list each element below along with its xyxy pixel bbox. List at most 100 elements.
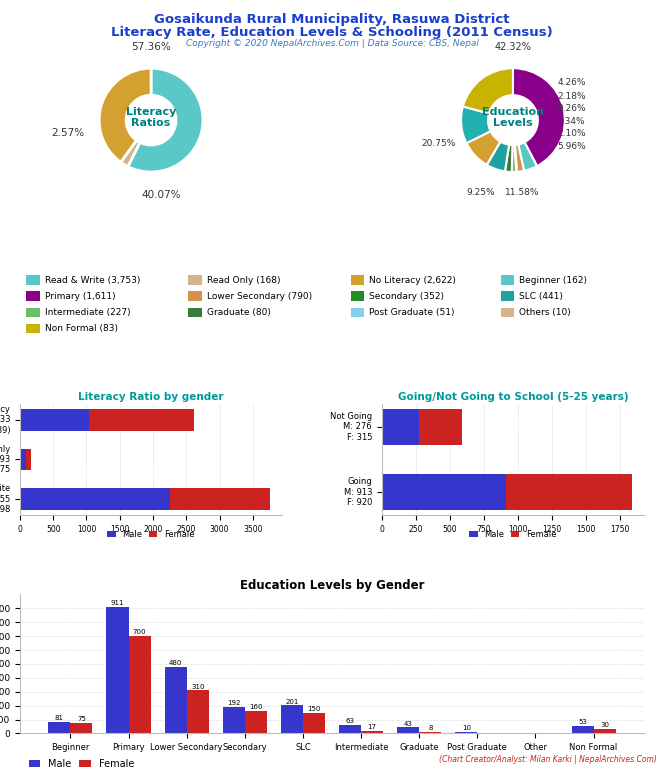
Bar xyxy=(170,488,270,510)
Text: 5.96%: 5.96% xyxy=(557,141,586,151)
Bar xyxy=(187,690,208,733)
Text: 2.18%: 2.18% xyxy=(557,91,586,101)
Wedge shape xyxy=(513,68,565,166)
Bar xyxy=(281,706,303,733)
Bar xyxy=(165,667,187,733)
Text: Non Formal (83): Non Formal (83) xyxy=(45,324,118,333)
Text: 30: 30 xyxy=(600,723,609,728)
Text: 20.75%: 20.75% xyxy=(422,139,456,148)
Bar xyxy=(26,449,31,470)
Wedge shape xyxy=(466,131,501,165)
Legend: Male, Female: Male, Female xyxy=(466,526,560,542)
Text: 75: 75 xyxy=(77,717,86,722)
Text: Read Only (168): Read Only (168) xyxy=(207,276,281,285)
Title: Literacy Ratio by gender: Literacy Ratio by gender xyxy=(78,392,224,402)
Bar xyxy=(189,276,202,285)
Text: (Chart Creator/Analyst: Milan Karki | NepalArchives.Com): (Chart Creator/Analyst: Milan Karki | Ne… xyxy=(440,755,657,764)
Bar xyxy=(572,726,594,733)
Bar xyxy=(339,725,361,733)
Wedge shape xyxy=(487,141,509,171)
Text: 42.32%: 42.32% xyxy=(495,41,531,51)
Text: 9.25%: 9.25% xyxy=(467,187,495,197)
Text: 911: 911 xyxy=(111,600,124,606)
Text: 192: 192 xyxy=(227,700,240,706)
Bar xyxy=(48,722,70,733)
Wedge shape xyxy=(128,68,203,172)
Bar xyxy=(20,449,26,470)
Bar xyxy=(20,488,170,510)
Text: 310: 310 xyxy=(191,684,205,690)
Text: 201: 201 xyxy=(286,699,299,705)
Bar xyxy=(420,409,462,445)
Text: Gosaikunda Rural Municipality, Rasuwa District: Gosaikunda Rural Municipality, Rasuwa Di… xyxy=(154,13,510,26)
Text: Primary (1,611): Primary (1,611) xyxy=(45,292,116,301)
Wedge shape xyxy=(463,68,513,114)
Text: Read & Write (3,753): Read & Write (3,753) xyxy=(45,276,140,285)
Bar xyxy=(351,307,365,317)
Text: 480: 480 xyxy=(169,660,183,666)
Bar xyxy=(26,276,40,285)
Bar xyxy=(501,307,514,317)
Text: 4.26%: 4.26% xyxy=(557,78,586,88)
Bar xyxy=(382,474,506,510)
Text: 57.36%: 57.36% xyxy=(131,41,171,51)
Bar xyxy=(26,291,40,301)
Wedge shape xyxy=(512,145,516,172)
Text: 43: 43 xyxy=(404,720,412,727)
Text: Copyright © 2020 NepalArchives.Com | Data Source: CBS, Nepal: Copyright © 2020 NepalArchives.Com | Dat… xyxy=(185,39,479,48)
Title: Education Levels by Gender: Education Levels by Gender xyxy=(240,579,424,592)
Text: Beginner (162): Beginner (162) xyxy=(519,276,587,285)
Text: Literacy
Ratios: Literacy Ratios xyxy=(126,107,176,128)
Bar xyxy=(20,409,89,431)
Wedge shape xyxy=(505,144,513,172)
Bar xyxy=(303,713,325,733)
Bar xyxy=(189,291,202,301)
Wedge shape xyxy=(121,141,140,167)
Bar xyxy=(106,607,129,733)
Bar xyxy=(351,291,365,301)
Bar xyxy=(245,711,267,733)
Bar xyxy=(351,276,365,285)
Wedge shape xyxy=(519,142,537,170)
Bar xyxy=(501,276,514,285)
Wedge shape xyxy=(515,144,524,172)
Bar xyxy=(189,307,202,317)
Bar xyxy=(222,707,245,733)
Text: 40.07%: 40.07% xyxy=(141,190,181,200)
Text: 63: 63 xyxy=(345,718,355,724)
Text: 81: 81 xyxy=(55,715,64,721)
Text: 2.10%: 2.10% xyxy=(557,129,586,138)
Text: 11.58%: 11.58% xyxy=(505,187,540,197)
Wedge shape xyxy=(515,145,517,172)
Legend: Male, Female: Male, Female xyxy=(104,526,198,542)
Text: Post Graduate (51): Post Graduate (51) xyxy=(369,308,455,316)
Bar xyxy=(70,723,92,733)
Bar xyxy=(456,732,477,733)
Bar xyxy=(506,474,631,510)
Text: Secondary (352): Secondary (352) xyxy=(369,292,444,301)
Text: 17: 17 xyxy=(368,724,376,730)
Text: No Literacy (2,622): No Literacy (2,622) xyxy=(369,276,456,285)
Text: Literacy Rate, Education Levels & Schooling (2011 Census): Literacy Rate, Education Levels & School… xyxy=(111,26,553,39)
Text: 1.34%: 1.34% xyxy=(557,117,586,126)
Text: 150: 150 xyxy=(307,706,321,712)
Bar xyxy=(89,409,195,431)
Text: 10: 10 xyxy=(461,725,471,731)
Bar xyxy=(382,409,420,445)
Bar xyxy=(501,291,514,301)
Text: Others (10): Others (10) xyxy=(519,308,571,316)
Text: Education
Levels: Education Levels xyxy=(482,107,544,128)
Text: Graduate (80): Graduate (80) xyxy=(207,308,271,316)
Bar xyxy=(397,727,419,733)
Wedge shape xyxy=(99,68,151,162)
Text: SLC (441): SLC (441) xyxy=(519,292,563,301)
Bar xyxy=(129,636,151,733)
Text: Lower Secondary (790): Lower Secondary (790) xyxy=(207,292,312,301)
Bar xyxy=(361,731,383,733)
Text: Intermediate (227): Intermediate (227) xyxy=(45,308,131,316)
Text: 700: 700 xyxy=(133,629,146,635)
Text: 53: 53 xyxy=(578,720,587,725)
Bar xyxy=(26,307,40,317)
Text: 160: 160 xyxy=(249,704,262,710)
Text: 0.26%: 0.26% xyxy=(557,104,586,113)
